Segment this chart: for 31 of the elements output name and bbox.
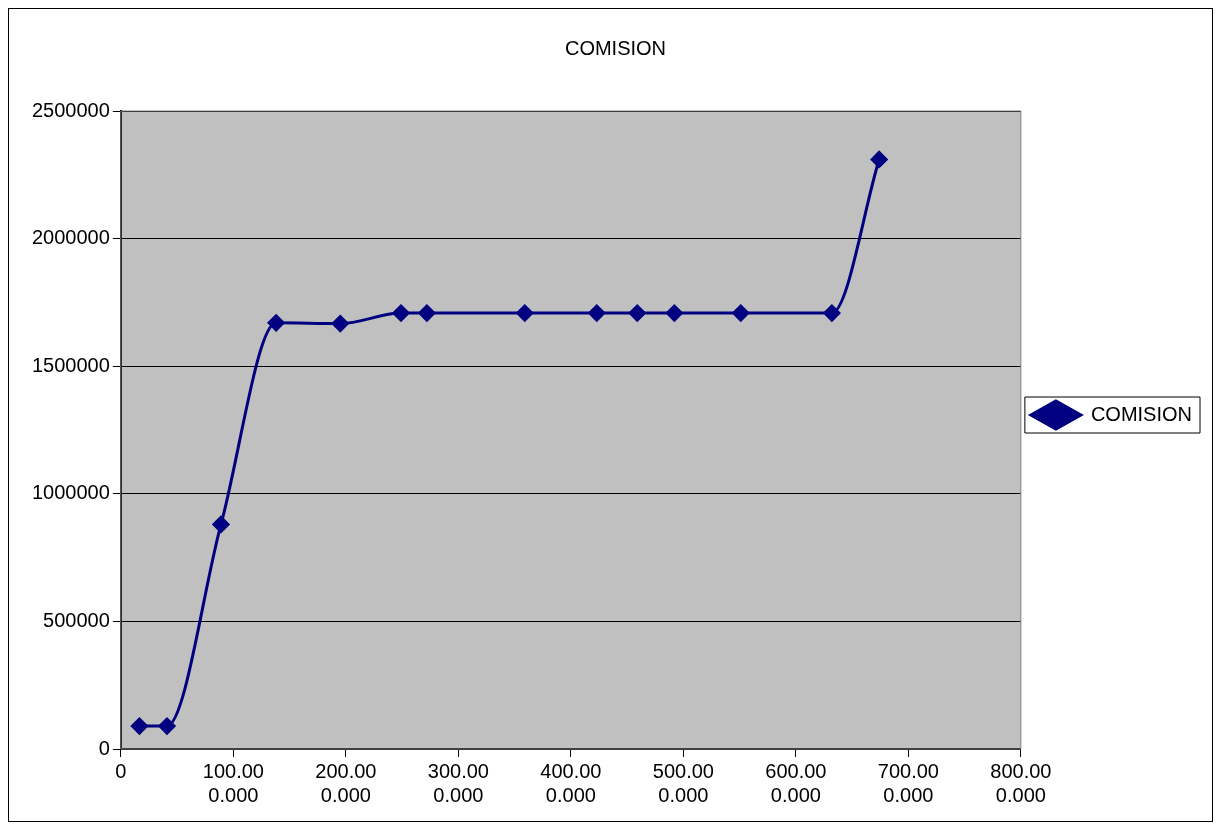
y-tick-label: 0 bbox=[98, 736, 110, 759]
x-tick-label: 300.000.000 bbox=[427, 759, 489, 806]
point bbox=[628, 304, 646, 322]
y-tick-label: 1000000 bbox=[31, 481, 110, 504]
x-tick-label: 0 bbox=[115, 759, 127, 782]
point bbox=[516, 304, 534, 322]
x-tick-label: 100.000.000 bbox=[202, 759, 264, 806]
point bbox=[870, 150, 888, 168]
point bbox=[392, 304, 410, 322]
point bbox=[212, 515, 230, 533]
y-tick-label: 500000 bbox=[43, 608, 110, 631]
point bbox=[130, 717, 148, 735]
x-tick-label: 500.000.000 bbox=[652, 759, 714, 806]
y-tick-label: 1500000 bbox=[31, 353, 110, 376]
point bbox=[331, 315, 349, 333]
point bbox=[588, 304, 606, 322]
y-tick-label: 2000000 bbox=[31, 226, 110, 249]
point bbox=[267, 314, 285, 332]
x-tick-label: 200.000.000 bbox=[315, 759, 377, 806]
point bbox=[732, 304, 750, 322]
x-tick-label: 400.000.000 bbox=[540, 759, 602, 806]
x-tick-label: 600.000.000 bbox=[765, 759, 827, 806]
x-tick-label: 700.000.000 bbox=[877, 759, 939, 806]
point bbox=[665, 304, 683, 322]
y-tick-label: 2500000 bbox=[31, 98, 110, 121]
chart-title: COMISION bbox=[564, 36, 667, 59]
point bbox=[823, 304, 841, 322]
point bbox=[158, 717, 176, 735]
point bbox=[418, 304, 436, 322]
legend-label: COMISION bbox=[1090, 402, 1193, 425]
x-tick-label: 800.000.000 bbox=[990, 759, 1052, 806]
